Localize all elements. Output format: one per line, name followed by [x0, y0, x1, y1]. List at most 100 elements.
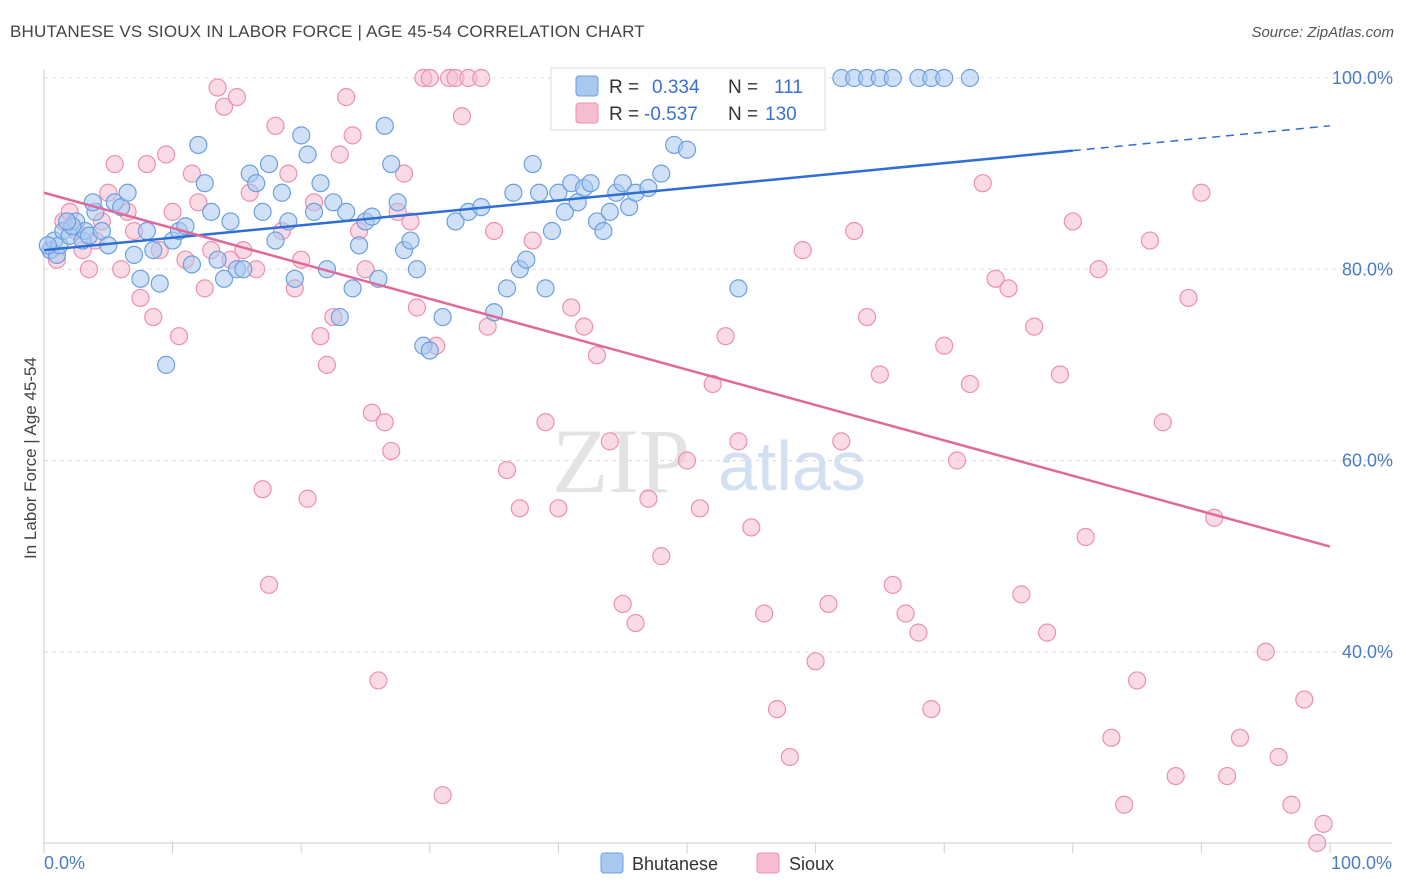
sioux-point: [1063, 212, 1082, 231]
legend-swatch-sioux: [575, 102, 599, 124]
sioux-point: [266, 116, 285, 135]
sioux-point: [343, 126, 362, 145]
chart-title: BHUTANESE VS SIOUX IN LABOR FORCE | AGE …: [10, 22, 645, 41]
sioux-point: [1037, 623, 1057, 642]
sioux-point: [362, 403, 382, 422]
sioux-point: [1076, 527, 1095, 547]
sioux-point: [639, 489, 658, 508]
sioux-point: [1282, 795, 1301, 814]
sioux-trend-line: [43, 191, 1331, 548]
sioux-point: [259, 575, 279, 594]
bhutanese-point: [652, 164, 671, 183]
sioux-point: [1050, 365, 1070, 384]
sioux-point: [845, 221, 864, 241]
y-tick-label: 100.0%: [1332, 68, 1393, 88]
bhutanese-point: [639, 178, 658, 198]
bhutanese-point: [343, 279, 362, 298]
legend-r-value-bhutanese: 0.334: [652, 77, 700, 98]
sioux-point: [652, 547, 671, 566]
sioux-point: [330, 145, 349, 164]
bhutanese-point: [266, 231, 285, 250]
sioux-point: [112, 260, 131, 279]
sioux-point: [896, 604, 915, 623]
sioux-point: [311, 327, 330, 346]
sioux-point: [420, 68, 439, 88]
sioux-point: [1308, 833, 1327, 853]
bhutanese-point: [677, 140, 697, 159]
sioux-point: [729, 432, 748, 451]
bhutanese-point: [517, 250, 536, 269]
legend-n-label-sioux: N =: [728, 104, 758, 125]
sioux-point: [562, 298, 581, 317]
sioux-point: [144, 307, 163, 327]
bhutanese-point: [433, 307, 452, 327]
series-legend-swatch-bhutanese: [600, 852, 624, 874]
bhutanese-point: [247, 174, 266, 193]
bhutanese-point: [137, 221, 156, 241]
x-ticks: [43, 843, 1331, 853]
bhutanese-point: [523, 154, 542, 174]
bhutanese-point: [285, 269, 304, 288]
sioux-point: [690, 499, 709, 518]
sioux-point: [575, 317, 594, 336]
bhutanese-point: [401, 231, 420, 250]
sioux-point: [317, 355, 337, 374]
sioux-point: [497, 460, 517, 480]
bhutanese-point: [446, 212, 465, 231]
sioux-point: [857, 307, 877, 327]
bhutanese-point: [581, 174, 600, 193]
sioux-point: [356, 260, 375, 279]
x-tick-label-max: 100.0%: [1331, 853, 1392, 873]
bhutanese-point: [195, 174, 214, 193]
bhutanese-point: [150, 274, 169, 293]
sioux-point: [870, 365, 890, 384]
sioux-point: [1140, 231, 1160, 250]
bhutanese-point: [272, 183, 292, 202]
sioux-point: [1314, 814, 1333, 833]
x-tick-label-min: 0.0%: [44, 853, 85, 873]
bhutanese-point: [349, 236, 369, 255]
sioux-point: [1025, 317, 1044, 336]
sioux-point: [587, 346, 607, 365]
bhutanese-point: [304, 202, 324, 221]
sioux-point: [1295, 690, 1314, 709]
sioux-point: [407, 298, 427, 317]
bhutanese-point: [530, 183, 549, 202]
bhutanese-point: [324, 193, 343, 212]
sioux-point: [337, 88, 356, 107]
bhutanese-point: [330, 307, 349, 327]
y-axis-title: In Labor Force | Age 45-54: [21, 357, 40, 559]
sioux-point: [1089, 260, 1108, 279]
trend-lines: [43, 125, 1331, 548]
series-legend-label-bhutanese: Bhutanese: [632, 854, 718, 874]
sioux-point: [163, 202, 182, 221]
sioux-point: [883, 575, 902, 594]
sioux-point: [189, 193, 208, 212]
bhutanese-point: [960, 68, 980, 88]
sioux-point: [677, 451, 697, 470]
sioux-point: [401, 212, 420, 231]
bhutanese-point: [118, 183, 137, 202]
sioux-point: [298, 489, 317, 508]
sioux-point: [1218, 766, 1237, 786]
sioux-point: [227, 88, 246, 107]
sioux-point: [549, 499, 568, 518]
sioux-point: [472, 68, 491, 88]
bhutanese-point: [420, 341, 439, 360]
sioux-point: [909, 623, 928, 642]
sioux-point: [382, 441, 401, 461]
sioux-point: [1256, 642, 1275, 661]
legend-n-label-bhutanese: N =: [728, 77, 758, 98]
sioux-point: [375, 413, 394, 432]
sioux-point: [1102, 728, 1121, 747]
bhutanese-point: [536, 279, 555, 298]
sioux-point: [1166, 766, 1185, 786]
sioux-point: [755, 604, 774, 623]
legend-swatch-bhutanese: [575, 75, 599, 97]
sioux-point: [433, 786, 452, 805]
bhutanese-point: [311, 174, 330, 193]
legend-r-label-bhutanese: R =: [609, 77, 639, 98]
legend-n-value-sioux: 130: [765, 104, 797, 125]
sioux-point: [947, 451, 967, 470]
